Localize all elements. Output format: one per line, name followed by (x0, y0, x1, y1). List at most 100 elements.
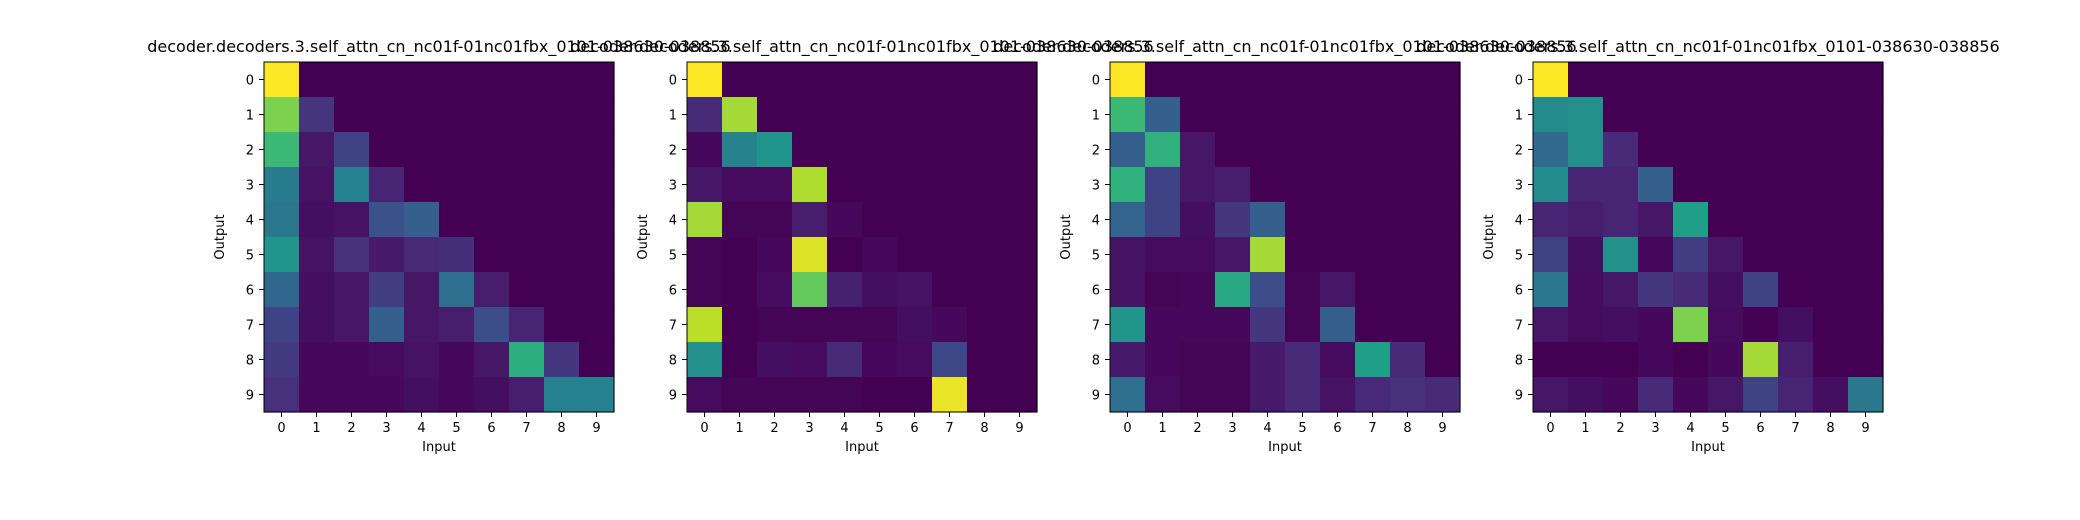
heatmap-cell (827, 342, 863, 378)
x-tick-label: 5 (452, 421, 460, 436)
heatmap-cell (544, 132, 580, 168)
heatmap-cell (544, 377, 580, 413)
heatmap-cell (579, 202, 615, 238)
heatmap-cell (509, 307, 545, 343)
heatmap-cell (439, 132, 475, 168)
heatmap-cell (1848, 307, 1884, 343)
heatmap-cell (1285, 307, 1321, 343)
heatmap-cell (1320, 307, 1356, 343)
heatmap-cell (1708, 237, 1744, 273)
chart-title: decoder.decoders.3.self_attn_cn_nc01f-01… (570, 37, 1153, 57)
heatmap-cell (1285, 237, 1321, 273)
y-tick-label: 7 (669, 319, 677, 334)
heatmap-cell (299, 272, 335, 308)
heatmap-cell (1355, 167, 1391, 203)
heatmap-cell (544, 202, 580, 238)
heatmap-cell (862, 167, 898, 203)
heatmap-cell (1848, 97, 1884, 133)
y-tick-label: 6 (246, 284, 254, 299)
heatmap-cell (1320, 237, 1356, 273)
heatmap-cell (404, 272, 440, 308)
x-tick-label: 7 (1368, 421, 1376, 436)
heatmap-cell (264, 202, 300, 238)
heatmap-cell (1673, 237, 1709, 273)
heatmap-cell (1215, 97, 1251, 133)
x-tick-label: 9 (1438, 421, 1446, 436)
x-tick-label: 3 (382, 421, 390, 436)
heatmap-cell (1638, 272, 1674, 308)
heatmap-cell (544, 97, 580, 133)
heatmap-cell (299, 97, 335, 133)
heatmap-cell (334, 272, 370, 308)
x-tick-label: 6 (487, 421, 495, 436)
heatmap-cell (369, 237, 405, 273)
heatmap-cell (687, 342, 723, 378)
heatmap-cell (1110, 167, 1146, 203)
heatmap-cell (1568, 167, 1604, 203)
heatmap-cell (1813, 62, 1849, 98)
heatmap-cell (757, 237, 793, 273)
x-axis-label: Input (1691, 440, 1725, 455)
heatmap-cell (1708, 167, 1744, 203)
heatmap-cell (474, 342, 510, 378)
heatmap-cell (967, 307, 1003, 343)
heatmap-cell (722, 97, 758, 133)
heatmap-cell (1425, 97, 1461, 133)
heatmap-cell (334, 377, 370, 413)
y-tick-label: 5 (246, 249, 254, 264)
heatmap-cell (1285, 377, 1321, 413)
heatmap-cell (1285, 202, 1321, 238)
heatmap-cell (897, 272, 933, 308)
heatmap-cell (264, 342, 300, 378)
heatmap-cell (1002, 377, 1038, 413)
heatmap-cell (334, 132, 370, 168)
heatmap-cell (1390, 307, 1426, 343)
heatmap-cell (369, 167, 405, 203)
heatmap-cell (1603, 377, 1639, 413)
heatmap-cell (1215, 62, 1251, 98)
heatmap-cell (827, 97, 863, 133)
heatmap-cell (862, 132, 898, 168)
heatmap-cell (1603, 202, 1639, 238)
y-tick-label: 2 (1515, 144, 1523, 159)
heatmap-cell (1813, 307, 1849, 343)
heatmap-cell (722, 62, 758, 98)
heatmap-cell (1425, 132, 1461, 168)
heatmap-cell (544, 237, 580, 273)
heatmap-cell (1533, 307, 1569, 343)
heatmap-cell (579, 237, 615, 273)
heatmap-cell (792, 237, 828, 273)
heatmap-cell (897, 62, 933, 98)
heatmap-cell (1145, 377, 1181, 413)
heatmap-cell (757, 97, 793, 133)
heatmap-cell (1533, 342, 1569, 378)
heatmap-cell (264, 237, 300, 273)
y-tick-label: 9 (1092, 389, 1100, 404)
heatmap-cell (1110, 237, 1146, 273)
heatmap-cell (757, 307, 793, 343)
heatmap-cell (792, 307, 828, 343)
heatmap-cell (792, 202, 828, 238)
heatmap-cell (1708, 272, 1744, 308)
x-tick-label: 2 (1616, 421, 1624, 436)
heatmap-cell (1638, 97, 1674, 133)
y-tick-label: 8 (1092, 354, 1100, 369)
heatmap-cell (862, 202, 898, 238)
heatmap-cell (1603, 132, 1639, 168)
heatmap-cell (509, 97, 545, 133)
heatmap-cell (1285, 62, 1321, 98)
heatmap-cell (474, 202, 510, 238)
y-tick-label: 8 (1515, 354, 1523, 369)
heatmap-cell (1215, 272, 1251, 308)
heatmap-cell (1638, 202, 1674, 238)
heatmap-cell (1002, 97, 1038, 133)
x-tick-label: 3 (1228, 421, 1236, 436)
heatmap-cell (1603, 167, 1639, 203)
heatmap-cell (579, 97, 615, 133)
heatmap-cell (1778, 342, 1814, 378)
x-tick-label: 2 (1193, 421, 1201, 436)
heatmap-cell (1145, 307, 1181, 343)
heatmap-cell (1708, 62, 1744, 98)
heatmap-cell (1250, 307, 1286, 343)
y-axis-label: Output (636, 214, 651, 259)
